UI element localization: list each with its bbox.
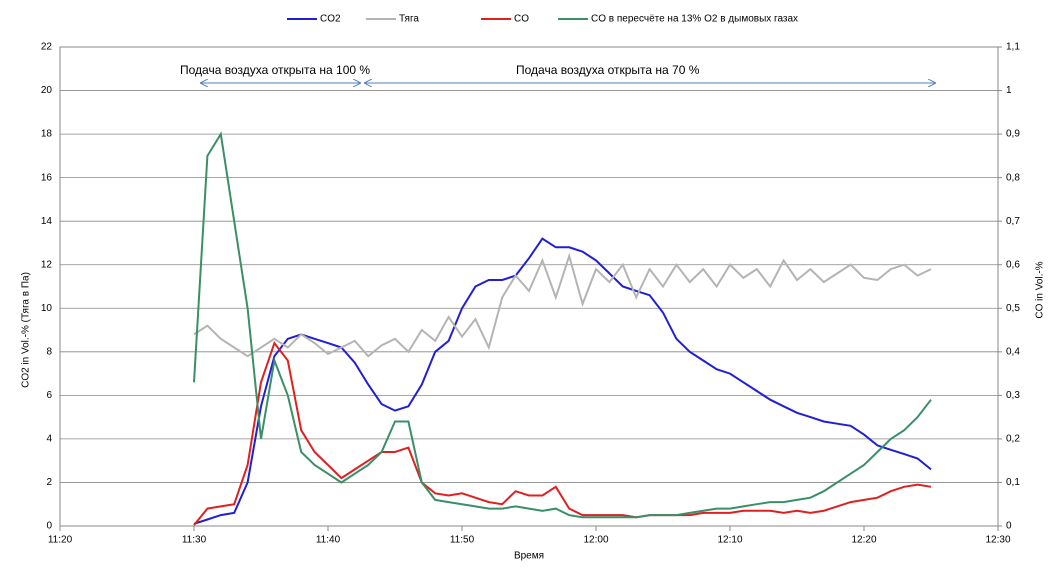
y-tick-label: 6: [46, 390, 52, 401]
y2-tick-label: 0,3: [1006, 390, 1020, 401]
y-tick-label: 14: [41, 216, 53, 227]
y-tick-label: 16: [41, 172, 53, 183]
y-tick-label: 0: [46, 521, 52, 532]
x-tick-label: 12:30: [985, 535, 1010, 546]
y-axis-label: CO2 in Vol.-% (Тяга в Па): [21, 272, 32, 388]
y2-tick-label: 0,7: [1006, 216, 1020, 227]
legend-label: Тяга: [399, 14, 419, 25]
x-tick-label: 12:10: [717, 535, 742, 546]
legend-label: CO: [514, 14, 529, 25]
y-tick-label: 18: [41, 129, 53, 140]
y-tick-label: 10: [41, 303, 53, 314]
series-line: [193, 252, 932, 358]
y-tick-label: 2: [46, 477, 52, 488]
y-tick-label: 8: [46, 346, 52, 357]
series-line: [193, 237, 932, 525]
x-tick-label: 11:40: [316, 535, 341, 546]
y2-tick-label: 0,4: [1006, 346, 1020, 357]
y-tick-label: 20: [41, 85, 53, 96]
y-tick-label: 22: [41, 42, 53, 53]
y2-tick-label: 1: [1006, 85, 1012, 96]
y-tick-label: 12: [41, 259, 53, 270]
y2-tick-label: 0,8: [1006, 172, 1020, 183]
y2-tick-label: 1,1: [1006, 42, 1020, 53]
y2-tick-label: 0,5: [1006, 303, 1020, 314]
legend-label: CO2: [320, 14, 341, 25]
series-line: [193, 131, 932, 519]
x-tick-label: 11:50: [450, 535, 475, 546]
y2-tick-label: 0,6: [1006, 259, 1020, 270]
y2-tick-label: 0,2: [1006, 434, 1020, 445]
x-tick-label: 12:00: [583, 535, 608, 546]
y2-axis-label: CO in Vol.-%: [1035, 261, 1046, 318]
y2-tick-label: 0: [1006, 521, 1012, 532]
x-axis-label: Время: [514, 551, 544, 562]
y-tick-label: 4: [46, 434, 52, 445]
x-tick-label: 11:20: [48, 535, 73, 546]
annotation: Подача воздуха открыта на 100 %: [180, 63, 370, 77]
plot-frame: [59, 46, 999, 527]
series-line: [193, 341, 932, 526]
x-tick-label: 11:30: [182, 535, 207, 546]
x-tick-label: 12:20: [851, 535, 876, 546]
y2-tick-label: 0,1: [1006, 477, 1020, 488]
y2-tick-label: 0,9: [1006, 129, 1020, 140]
legend-label: CO в пересчёте на 13% O2 в дымовых газах: [591, 14, 798, 25]
annotation: Подача воздуха открыта на 70 %: [516, 63, 700, 77]
